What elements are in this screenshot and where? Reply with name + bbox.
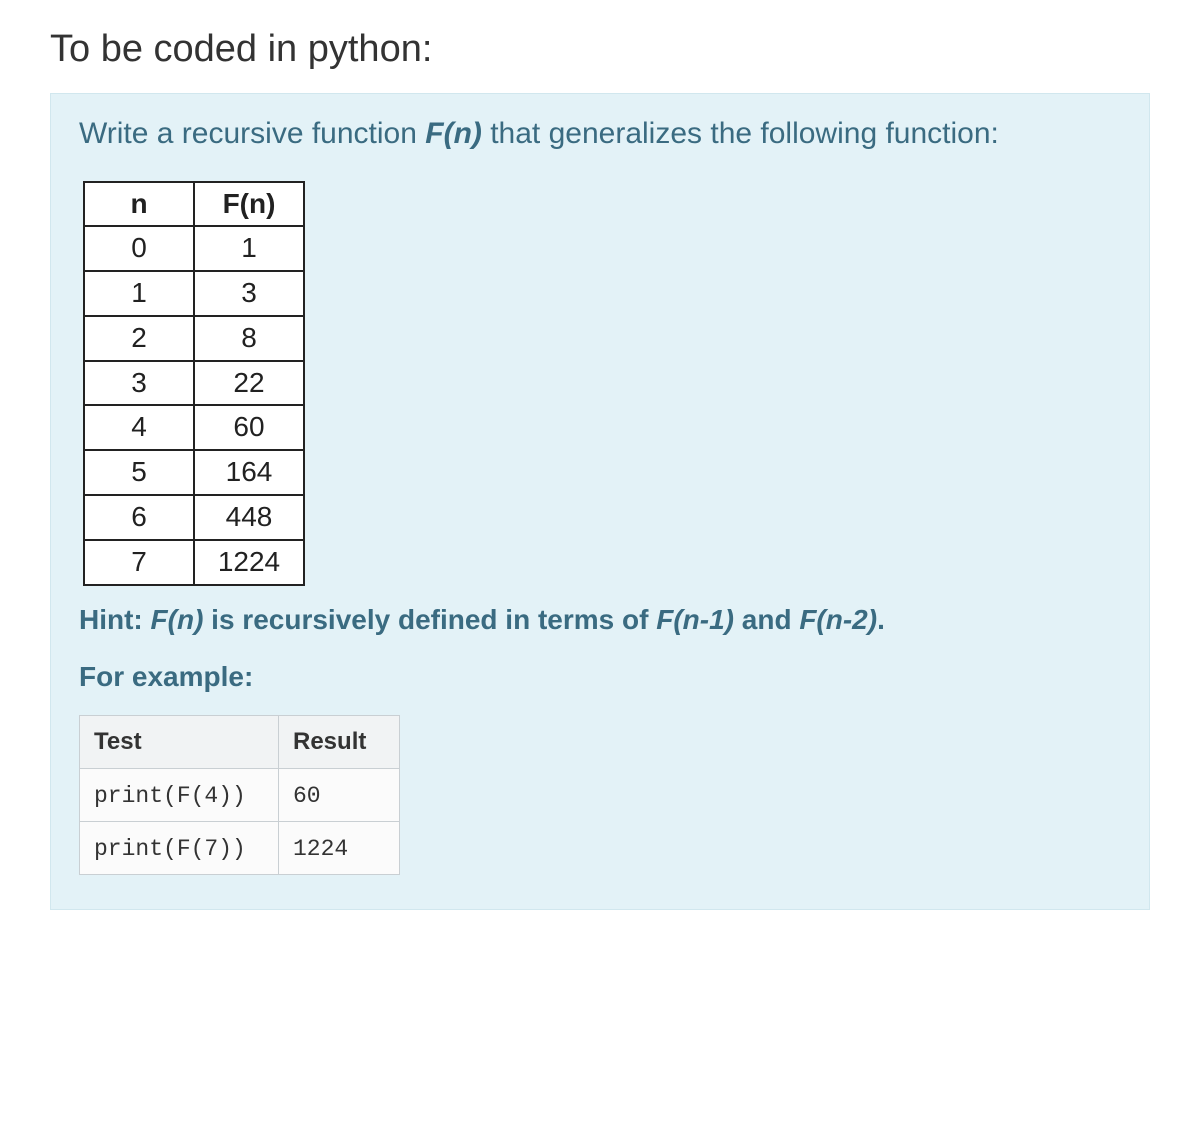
tr-header-test: Test <box>80 715 279 768</box>
page: To be coded in python: Write a recursive… <box>0 0 1200 970</box>
fn-cell-fn: 22 <box>194 361 304 406</box>
hint-fn2: F(n-1) <box>656 604 734 635</box>
fn-cell-fn: 3 <box>194 271 304 316</box>
tr-cell-test: print(F(7)) <box>94 836 246 862</box>
fn-cell-fn: 60 <box>194 405 304 450</box>
fn-table-row: 7 1224 <box>84 540 304 585</box>
fn-cell-fn: 1224 <box>194 540 304 585</box>
fn-cell-fn: 8 <box>194 316 304 361</box>
tr-table-header-row: Test Result <box>80 715 400 768</box>
fn-cell-n: 5 <box>84 450 194 495</box>
fn-table-row: 1 3 <box>84 271 304 316</box>
prompt-after: that generalizes the following function: <box>482 117 999 150</box>
hint-mid2: and <box>734 604 799 635</box>
fn-cell-n: 6 <box>84 495 194 540</box>
tr-table-row: print(F(7)) 1224 <box>80 821 400 874</box>
fn-cell-n: 3 <box>84 361 194 406</box>
hint-fn1: F(n) <box>151 604 204 635</box>
fn-cell-fn: 164 <box>194 450 304 495</box>
fn-table-row: 0 1 <box>84 226 304 271</box>
fn-cell-n: 0 <box>84 226 194 271</box>
tr-table-row: print(F(4)) 60 <box>80 768 400 821</box>
hint-lead: Hint: <box>79 604 151 635</box>
tr-cell-test: print(F(4)) <box>94 783 246 809</box>
hint-text: Hint: F(n) is recursively defined in ter… <box>79 600 1121 639</box>
fn-cell-fn: 448 <box>194 495 304 540</box>
fn-cell-n: 1 <box>84 271 194 316</box>
fn-cell-n: 2 <box>84 316 194 361</box>
fn-cell-fn: 1 <box>194 226 304 271</box>
fn-cell-n: 7 <box>84 540 194 585</box>
fn-table-row: 3 22 <box>84 361 304 406</box>
fn-table-row: 4 60 <box>84 405 304 450</box>
hint-tail: . <box>877 604 885 635</box>
tr-header-result: Result <box>279 715 400 768</box>
example-label: For example: <box>79 661 1121 693</box>
page-title: To be coded in python: <box>50 28 1150 71</box>
tr-cell-result: 1224 <box>293 836 348 862</box>
hint-fn3: F(n-2) <box>799 604 877 635</box>
fn-table-header-fn: F(n) <box>194 182 304 227</box>
prompt-fn: F(n) <box>425 117 482 150</box>
question-prompt: Write a recursive function F(n) that gen… <box>79 114 1121 155</box>
tr-cell-result: 60 <box>293 783 321 809</box>
fn-table-row: 2 8 <box>84 316 304 361</box>
prompt-before: Write a recursive function <box>79 117 425 150</box>
hint-mid1: is recursively defined in terms of <box>203 604 656 635</box>
fn-table-row: 6 448 <box>84 495 304 540</box>
fn-table-header-n: n <box>84 182 194 227</box>
question-panel: Write a recursive function F(n) that gen… <box>50 93 1150 910</box>
fn-table-row: 5 164 <box>84 450 304 495</box>
fn-table-header-row: n F(n) <box>84 182 304 227</box>
test-result-table: Test Result print(F(4)) 60 print(F(7)) 1… <box>79 715 400 875</box>
fn-cell-n: 4 <box>84 405 194 450</box>
fn-values-table: n F(n) 0 1 1 3 2 8 3 22 <box>83 181 305 586</box>
